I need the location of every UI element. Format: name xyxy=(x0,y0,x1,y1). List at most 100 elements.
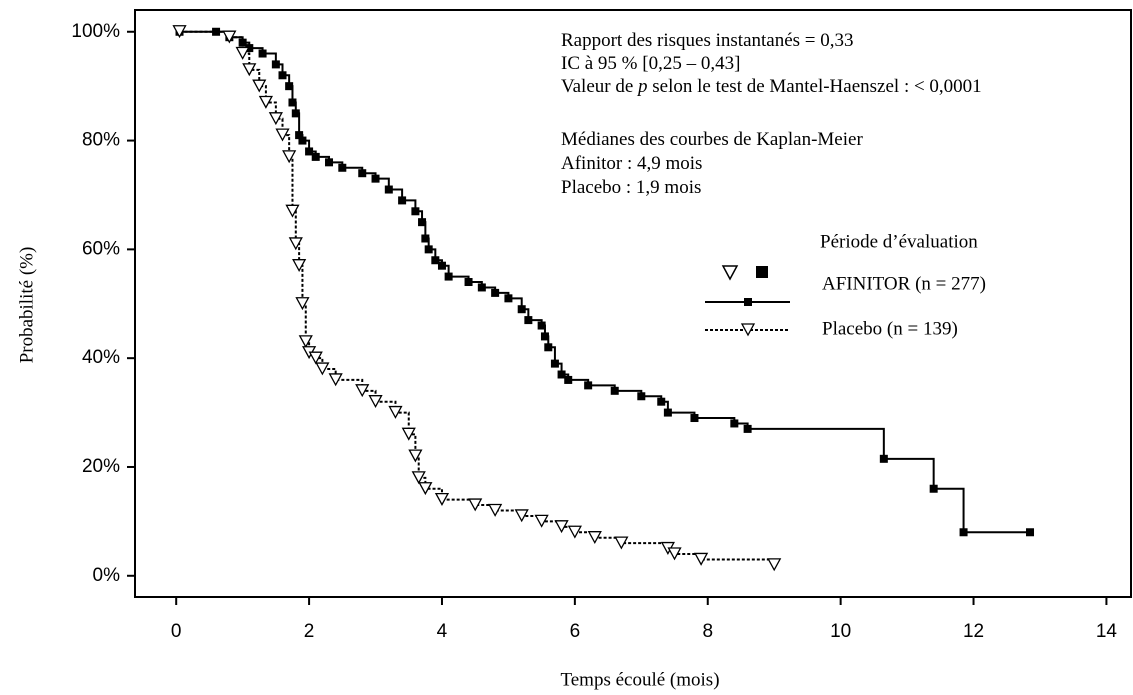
censor-marker xyxy=(275,128,290,142)
censor-marker xyxy=(694,552,709,566)
censor-marker xyxy=(292,259,307,273)
censor-marker xyxy=(614,536,629,550)
censor-marker xyxy=(258,95,273,109)
censor-marker xyxy=(418,482,433,496)
y-tick-label: 40% xyxy=(82,347,120,368)
x-tick-label: 0 xyxy=(171,621,182,642)
censor-marker xyxy=(282,150,297,164)
censor-marker xyxy=(584,381,593,390)
censor-marker xyxy=(929,484,938,493)
censor-marker xyxy=(477,283,486,292)
annotation-part: Placebo : 1,9 mois xyxy=(561,177,701,198)
censor-marker xyxy=(418,218,427,227)
annotation: Afinitor : 4,9 mois xyxy=(561,153,702,174)
censor-marker xyxy=(434,492,450,506)
annotation: Valeur de p selon le test de Mantel-Haen… xyxy=(561,76,982,97)
censor-marker xyxy=(540,332,549,341)
x-tick-label: 14 xyxy=(1096,621,1118,642)
censor-marker xyxy=(554,520,569,534)
censor-marker xyxy=(491,288,500,297)
censor-marker xyxy=(514,509,529,523)
censor-marker xyxy=(325,158,334,167)
censor-marker xyxy=(285,204,300,218)
censor-marker xyxy=(288,98,297,107)
censor-marker xyxy=(424,245,433,254)
censor-marker xyxy=(959,528,968,537)
censor-marker xyxy=(564,375,573,384)
censor-marker xyxy=(421,234,430,243)
plot-frame xyxy=(134,9,1132,598)
censor-marker xyxy=(355,384,370,398)
censor-marker xyxy=(690,414,699,423)
censor-marker xyxy=(384,185,393,194)
censor-marker xyxy=(245,44,254,53)
censor-marker xyxy=(488,503,503,517)
censor-marker xyxy=(504,294,513,303)
censor-marker xyxy=(371,174,380,183)
censor-marker xyxy=(567,525,582,539)
censor-marker xyxy=(411,207,420,216)
censor-marker xyxy=(271,60,280,69)
censor-marker xyxy=(298,136,307,145)
censor-marker xyxy=(291,109,300,118)
censor-marker xyxy=(534,514,549,528)
legend-symbol xyxy=(721,265,739,281)
censor-marker xyxy=(468,498,483,512)
survival-curve xyxy=(179,30,776,565)
censor-marker xyxy=(358,169,367,178)
censor-marker xyxy=(437,261,446,270)
censor-marker xyxy=(278,71,287,80)
censor-marker xyxy=(637,392,646,401)
censor-marker xyxy=(222,30,237,44)
censor-marker xyxy=(524,316,533,325)
censor-marker xyxy=(311,152,320,161)
x-tick-label: 6 xyxy=(570,621,581,642)
censor-marker xyxy=(308,351,323,365)
censor-marker xyxy=(550,359,559,368)
y-tick-label: 80% xyxy=(82,130,120,151)
censor-marker xyxy=(258,49,267,58)
censor-marker xyxy=(767,558,782,572)
censor-marker xyxy=(610,386,619,395)
censor-marker xyxy=(305,147,314,156)
censor-marker xyxy=(667,547,682,561)
annotation-part: Valeur de xyxy=(561,76,638,97)
censor-marker xyxy=(172,25,187,39)
censor-marker xyxy=(587,531,602,545)
censor-marker xyxy=(295,297,310,311)
censor-marker xyxy=(464,278,473,287)
censor-marker xyxy=(242,63,257,77)
censor-marker xyxy=(537,321,546,330)
legend-symbol xyxy=(756,266,768,278)
annotation-part: selon le test de Mantel-Haenszel : < 0,0… xyxy=(648,76,982,97)
censor-marker xyxy=(444,272,453,281)
annotation: IC à 95 % [0,25 – 0,43] xyxy=(561,53,740,74)
censor-marker xyxy=(557,370,566,379)
x-tick-label: 8 xyxy=(702,621,713,642)
censor-marker xyxy=(743,424,752,433)
censor-marker xyxy=(268,112,283,126)
x-tick-label: 4 xyxy=(437,621,448,642)
x-tick-label: 12 xyxy=(963,621,984,642)
legend-label: AFINITOR (n = 277) xyxy=(822,273,986,294)
censor-marker xyxy=(411,471,426,485)
censor-marker xyxy=(328,373,343,387)
legend-label: Placebo (n = 139) xyxy=(822,318,958,339)
y-tick-label: 100% xyxy=(71,21,120,42)
legend-title: Période d’évaluation xyxy=(820,231,978,252)
censor-marker xyxy=(544,343,553,352)
annotation-part: p xyxy=(636,76,648,97)
censor-marker xyxy=(398,196,407,205)
censor-marker xyxy=(657,397,666,406)
censor-marker xyxy=(663,408,672,417)
annotation-part: Rapport des risques instantanés = 0,33 xyxy=(561,30,854,51)
censor-marker xyxy=(431,256,440,265)
y-axis-label: Probabilité (%) xyxy=(16,247,37,364)
y-tick-label: 0% xyxy=(93,565,121,586)
annotation: Placebo : 1,9 mois xyxy=(561,177,701,198)
censor-marker xyxy=(338,163,347,172)
annotation-part: Médianes des courbes de Kaplan-Meier xyxy=(561,129,863,150)
censor-marker xyxy=(1026,528,1035,537)
censor-marker xyxy=(288,237,303,251)
